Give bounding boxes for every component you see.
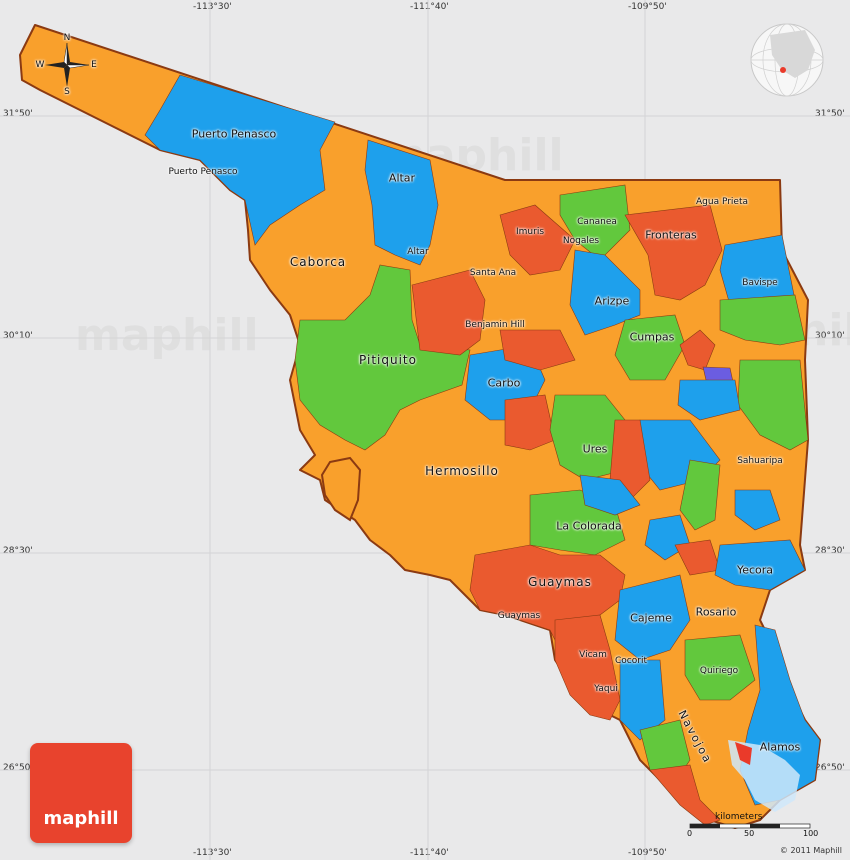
longitude-label: -109°50' <box>628 2 667 12</box>
region-cumpas <box>614 314 686 381</box>
label-santa-ana: Santa Ana <box>469 268 517 278</box>
region-south-tip <box>649 764 721 826</box>
label-alamos: Alamos <box>759 740 801 754</box>
longitude-label: -111°40' <box>410 848 449 858</box>
label-pitiquito: Pitiquito <box>359 353 417 367</box>
compass-s-label: S <box>64 87 70 97</box>
label-arizpe: Arizpe <box>594 294 630 308</box>
island-tiburon <box>320 456 362 522</box>
latitude-label: 30°10' <box>815 331 845 341</box>
mexico-inset <box>728 740 800 812</box>
region-pitiquito <box>294 264 471 451</box>
copyright: © 2011 Maphill <box>779 846 842 855</box>
region-vicam <box>554 614 621 721</box>
maphill-logo[interactable]: maphill <box>30 743 132 843</box>
label-imuris: Imuris <box>515 227 545 237</box>
latitude-label: 26°50' <box>3 763 33 773</box>
compass-rose <box>45 42 90 87</box>
region-imuris <box>499 204 576 276</box>
label-vicam: Vicam <box>579 650 607 660</box>
scale-title: kilometers <box>715 812 763 822</box>
region-altar <box>364 139 439 266</box>
latitude-label: 30°10' <box>3 331 33 341</box>
longitude-label: -113°30' <box>193 848 232 858</box>
scale-end-label: 100 <box>803 829 819 838</box>
region-quiriego <box>684 634 756 701</box>
region-cajeme <box>614 574 691 661</box>
label-yaqui: Yaqui <box>594 684 618 694</box>
label-ures: Ures <box>582 442 608 456</box>
compass-w-label: W <box>35 60 45 70</box>
label-fronteras: Fronteras <box>645 228 697 242</box>
label-agua-prieta: Agua Prieta <box>695 197 749 207</box>
region-yecora <box>714 539 806 591</box>
label-la-colorada: La Colorada <box>556 519 622 533</box>
latitude-label: 31°50' <box>815 109 845 119</box>
globe-locator <box>750 23 824 97</box>
latitude-label: 26°50' <box>815 763 845 773</box>
label-cajeme: Cajeme <box>630 611 672 625</box>
latitude-label: 28°30' <box>3 546 33 556</box>
logo-text: maphill <box>43 808 119 829</box>
label-carbo: Carbo <box>487 376 521 390</box>
label-hermosillo: Hermosillo <box>425 464 499 478</box>
region-puerto-penasco <box>144 74 336 246</box>
label-altar-city: Altar <box>407 247 429 257</box>
region-san-miguel <box>504 394 556 451</box>
label-cocorit: Cocorit <box>615 656 647 666</box>
latitude-label: 31°50' <box>3 109 33 119</box>
region-moctezuma <box>677 379 741 421</box>
longitude-label: -113°30' <box>193 2 232 12</box>
region-benjamin-hill <box>411 269 486 356</box>
scale-mid-label: 50 <box>744 829 755 838</box>
label-rosario: Rosario <box>695 605 737 619</box>
compass-e-label: E <box>91 60 97 70</box>
state-outline <box>19 24 821 829</box>
region-nacozari <box>679 329 716 371</box>
label-puerto-penasco-city: Puerto Penasco <box>168 167 238 177</box>
compass-n-label: N <box>63 33 71 43</box>
longitude-label: -109°50' <box>628 848 667 858</box>
region-fronteras <box>624 204 723 301</box>
label-caborca: Caborca <box>289 255 347 269</box>
label-quiriego: Quiriego <box>699 666 739 676</box>
region-opodepe <box>499 329 576 371</box>
label-bavispe: Bavispe <box>742 278 778 288</box>
label-guaymas-region: Guaymas <box>528 575 592 589</box>
label-guaymas-city: Guaymas <box>497 611 541 621</box>
label-puerto-penasco-region: Puerto Penasco <box>191 127 277 141</box>
region-soyopa <box>579 474 641 516</box>
label-cananea: Cananea <box>577 217 617 227</box>
latitude-label: 28°30' <box>815 546 845 556</box>
longitude-label: -111°40' <box>410 2 449 12</box>
scale-start-label: 0 <box>687 829 693 838</box>
label-benjamin-hill: Benjamin Hill <box>465 320 525 330</box>
scale-bar <box>689 823 811 829</box>
region-arivechi <box>734 489 781 531</box>
region-bacanora <box>679 459 721 531</box>
label-cumpas: Cumpas <box>629 330 675 344</box>
label-altar-region: Altar <box>388 171 416 185</box>
label-sahuaripa: Sahuaripa <box>737 456 783 466</box>
region-bavispe <box>719 234 796 306</box>
label-nogales: Nogales <box>562 236 600 246</box>
region-ures <box>549 394 626 481</box>
label-yecora: Yecora <box>736 563 774 577</box>
region-east-green <box>719 294 806 346</box>
